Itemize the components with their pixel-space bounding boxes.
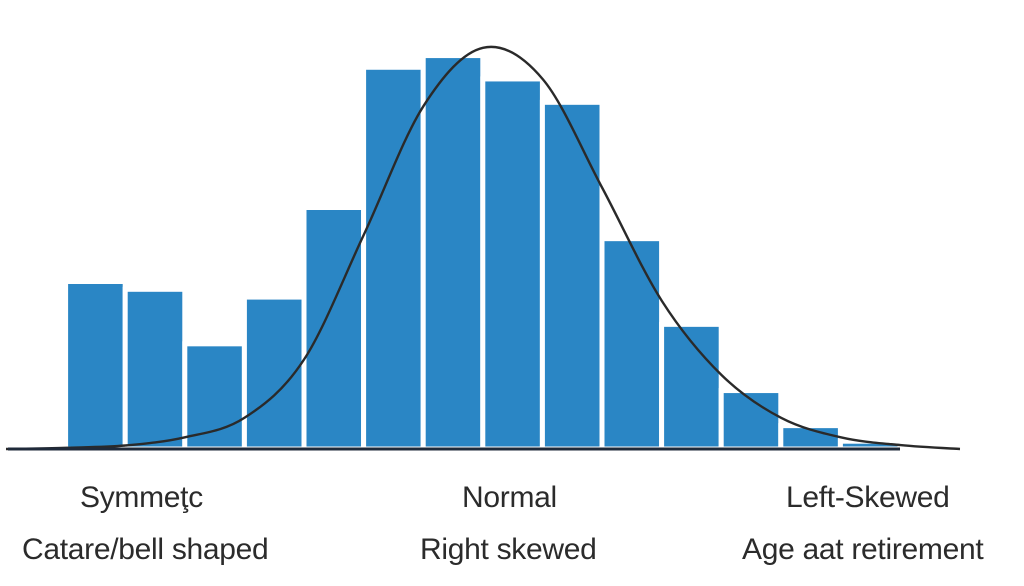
label-symmetric: Symmeţc	[80, 481, 203, 514]
histogram-bar-10	[539, 99, 605, 452]
histogram-bar-8	[420, 53, 486, 452]
histogram-bar-12	[659, 321, 724, 452]
histogram-bar-9	[480, 76, 545, 452]
histogram-bar-11	[599, 236, 665, 452]
label-bell-shaped: Catare/bell shaped	[22, 533, 269, 566]
histogram-bar-3	[122, 286, 188, 452]
label-right-skewed: Right skewed	[420, 533, 597, 566]
histogram-bar-6	[301, 205, 367, 452]
histogram-bar-7	[361, 64, 426, 452]
histogram-bar-4	[182, 341, 247, 452]
label-normal: Normal	[462, 481, 557, 514]
label-age-at-retirement: Age aat retirement	[742, 533, 984, 566]
label-left-skewed: Left-Skewed	[786, 481, 950, 514]
density-curve	[5, 45, 961, 451]
histogram-bar-2	[63, 279, 128, 452]
